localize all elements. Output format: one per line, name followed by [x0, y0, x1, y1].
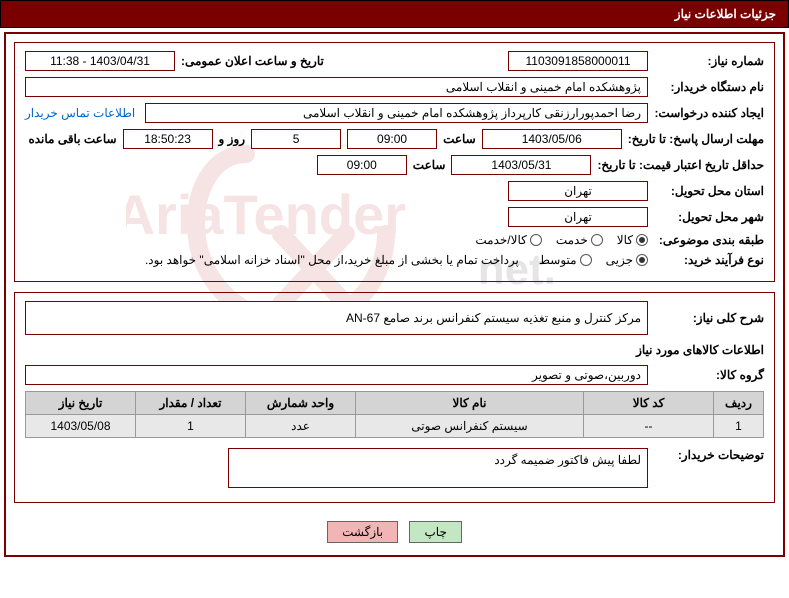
remaining-label: ساعت باقی مانده [28, 132, 116, 146]
goods-table: ردیف کد کالا نام کالا واحد شمارش تعداد /… [25, 391, 764, 438]
validity-time-field: 09:00 [317, 155, 407, 175]
radio-label: کالا/خدمت [475, 233, 526, 247]
buyer-org-field: پژوهشکده امام خمینی و انقلاب اسلامی [25, 77, 648, 97]
requester-field: رضا احمدپورارزنقی کارپرداز پژوهشکده امام… [145, 103, 648, 123]
goods-group-label: گروه کالا: [654, 368, 764, 382]
td-qty: 1 [136, 415, 246, 438]
remaining-days-field: 5 [251, 129, 341, 149]
delivery-province-field: تهران [508, 181, 648, 201]
th-row: ردیف [714, 392, 764, 415]
radio-label: متوسط [539, 253, 577, 267]
announce-datetime-field: 1403/04/31 - 11:38 [25, 51, 175, 71]
radio-label: خدمت [556, 233, 588, 247]
buyer-comments-field: لطفا پیش فاکتور ضمیمه گردد [228, 448, 648, 488]
td-date: 1403/05/08 [26, 415, 136, 438]
print-button[interactable]: چاپ [409, 521, 461, 543]
subject-class-label: طبقه بندی موضوعی: [654, 233, 764, 247]
subject-radio-goods[interactable]: کالا [617, 233, 648, 247]
buyer-org-label: نام دستگاه خریدار: [654, 80, 764, 94]
delivery-city-label: شهر محل تحویل: [654, 210, 764, 224]
button-row: چاپ بازگشت [14, 513, 775, 547]
goods-info-title: اطلاعات کالاهای مورد نیاز [25, 343, 764, 357]
radio-icon [530, 234, 542, 246]
need-number-label: شماره نیاز: [654, 54, 764, 68]
table-row: 1 -- سیستم کنفرانس صوتی عدد 1 1403/05/08 [26, 415, 764, 438]
general-desc-field: مرکز کنترل و منبع تغذیه سیستم کنفرانس بر… [25, 301, 648, 335]
page-header: جزئیات اطلاعات نیاز [0, 0, 789, 28]
reply-time-field: 09:00 [347, 129, 437, 149]
validity-min-label: حداقل تاریخ اعتبار قیمت: تا تاریخ: [597, 158, 764, 172]
main-frame: AriaTender .net شماره نیاز: 110309185800… [4, 32, 785, 557]
radio-icon [591, 234, 603, 246]
table-header-row: ردیف کد کالا نام کالا واحد شمارش تعداد /… [26, 392, 764, 415]
subject-radio-group: کالا خدمت کالا/خدمت [475, 233, 648, 247]
buyer-comments-label: توضیحات خریدار: [654, 448, 764, 462]
back-button[interactable]: بازگشت [327, 521, 398, 543]
radio-icon [636, 254, 648, 266]
announce-datetime-label: تاریخ و ساعت اعلان عمومی: [181, 54, 324, 68]
td-code: -- [584, 415, 714, 438]
remaining-time-field: 18:50:23 [123, 129, 213, 149]
td-unit: عدد [246, 415, 356, 438]
th-unit: واحد شمارش [246, 392, 356, 415]
subject-radio-service[interactable]: خدمت [556, 233, 603, 247]
need-number-field: 1103091858000011 [508, 51, 648, 71]
goods-group-field: دوربین،صوتی و تصویر [25, 365, 648, 385]
delivery-city-field: تهران [508, 207, 648, 227]
requester-label: ایجاد کننده درخواست: [654, 106, 764, 120]
radio-label: جزیی [606, 253, 633, 267]
general-desc-label: شرح کلی نیاز: [654, 311, 764, 325]
th-qty: تعداد / مقدار [136, 392, 246, 415]
purchase-radio-minor[interactable]: جزیی [606, 253, 648, 267]
purchase-note: پرداخت تمام یا بخشی از مبلغ خرید،از محل … [145, 253, 519, 267]
purchase-radio-medium[interactable]: متوسط [539, 253, 592, 267]
hour-label-2: ساعت [413, 158, 446, 172]
purchase-radio-group: جزیی متوسط [539, 253, 648, 267]
td-name: سیستم کنفرانس صوتی [356, 415, 584, 438]
reply-deadline-label: مهلت ارسال پاسخ: تا تاریخ: [628, 132, 764, 146]
th-name: نام کالا [356, 392, 584, 415]
th-code: کد کالا [584, 392, 714, 415]
hour-label-1: ساعت [443, 132, 476, 146]
th-date: تاریخ نیاز [26, 392, 136, 415]
purchase-type-label: نوع فرآیند خرید: [654, 253, 764, 267]
radio-label: کالا [617, 233, 633, 247]
contact-link[interactable]: اطلاعات تماس خریدار [25, 106, 135, 120]
subject-radio-both[interactable]: کالا/خدمت [475, 233, 541, 247]
day-and-label: روز و [219, 132, 246, 146]
radio-icon [636, 234, 648, 246]
header-title: جزئیات اطلاعات نیاز [675, 7, 776, 21]
details-section: شماره نیاز: 1103091858000011 تاریخ و ساع… [14, 42, 775, 282]
delivery-province-label: استان محل تحویل: [654, 184, 764, 198]
description-section: شرح کلی نیاز: مرکز کنترل و منبع تغذیه سی… [14, 292, 775, 503]
td-row: 1 [714, 415, 764, 438]
reply-date-field: 1403/05/06 [482, 129, 622, 149]
validity-date-field: 1403/05/31 [451, 155, 591, 175]
radio-icon [580, 254, 592, 266]
